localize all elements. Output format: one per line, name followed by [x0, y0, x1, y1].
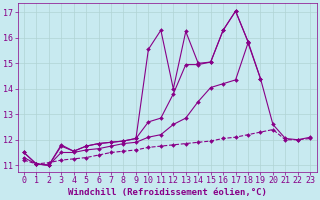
X-axis label: Windchill (Refroidissement éolien,°C): Windchill (Refroidissement éolien,°C) — [68, 188, 267, 197]
